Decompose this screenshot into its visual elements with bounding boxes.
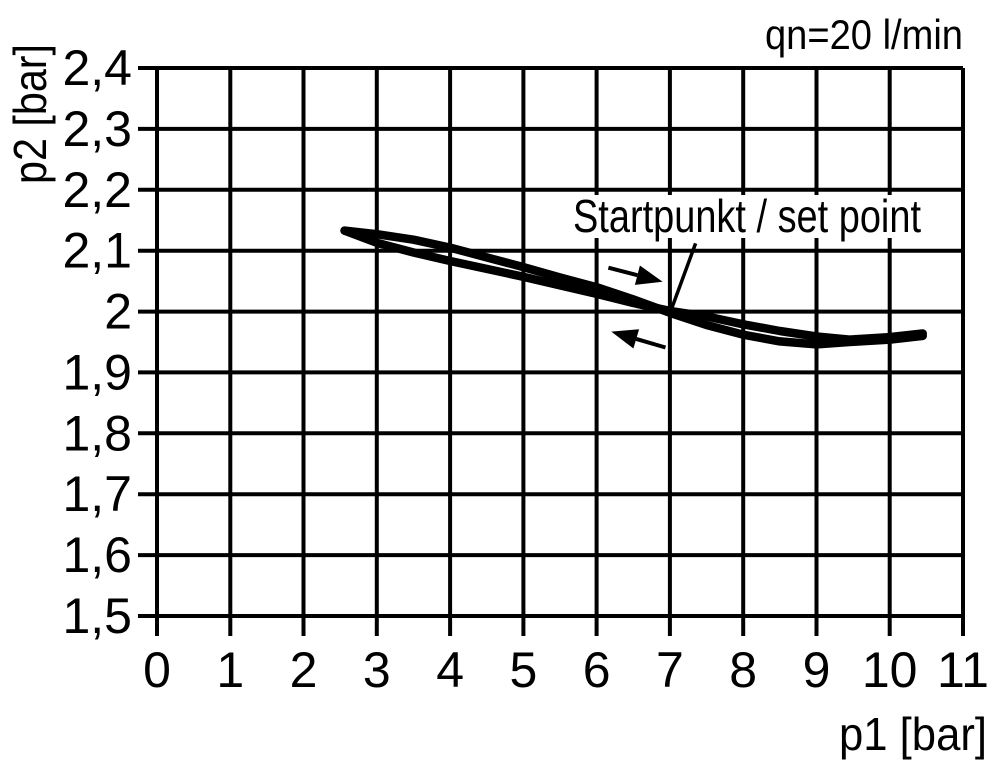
- direction-arrow-shaft: [607, 265, 638, 278]
- direction-arrow-head-right: [634, 265, 663, 285]
- x-tick-label: 4: [436, 642, 464, 698]
- flow-rate-label: qn=20 l/min: [765, 11, 963, 58]
- y-tick-label: 1,5: [62, 588, 132, 644]
- x-tick-label: 7: [656, 642, 684, 698]
- x-tick-label: 6: [583, 642, 611, 698]
- direction-arrow-shaft: [635, 336, 667, 350]
- x-tick-label: 9: [803, 642, 831, 698]
- x-axis-title: p1 [bar]: [839, 708, 987, 760]
- annotation-leader-line: [670, 242, 698, 308]
- annotation-halo: [563, 195, 935, 238]
- x-tick-label: 0: [143, 642, 171, 698]
- y-tick-label: 2,1: [62, 223, 132, 279]
- x-tick-label: 5: [509, 642, 537, 698]
- x-tick-label: 8: [729, 642, 757, 698]
- x-tick-label: 11: [937, 642, 989, 698]
- hysteresis-curve: [340, 226, 927, 349]
- y-tick-label: 2: [104, 284, 132, 340]
- y-tick-label: 2,4: [62, 40, 132, 96]
- x-tick-label: 3: [363, 642, 391, 698]
- y-tick-label: 1,9: [62, 344, 132, 400]
- x-tick-label: 2: [290, 642, 318, 698]
- y-axis-title: p2 [bar]: [4, 44, 56, 184]
- y-tick-label: 1,8: [62, 405, 132, 461]
- x-tick-label: 10: [862, 642, 918, 698]
- x-tick-label: 1: [216, 642, 244, 698]
- y-tick-label: 2,2: [62, 162, 132, 218]
- direction-arrow-head-left: [611, 329, 640, 349]
- plot-layer: 1,51,61,71,81,922,12,22,32,40 1 2 3 4 5 6 7 8 9 10…: [62, 40, 988, 698]
- hysteresis-curve: [340, 226, 927, 344]
- y-tick-label: 2,3: [62, 101, 132, 157]
- set-point-annotation: Startpunkt / set point: [573, 190, 921, 242]
- y-tick-label: 1,7: [62, 466, 132, 522]
- y-tick-label: 1,6: [62, 527, 132, 583]
